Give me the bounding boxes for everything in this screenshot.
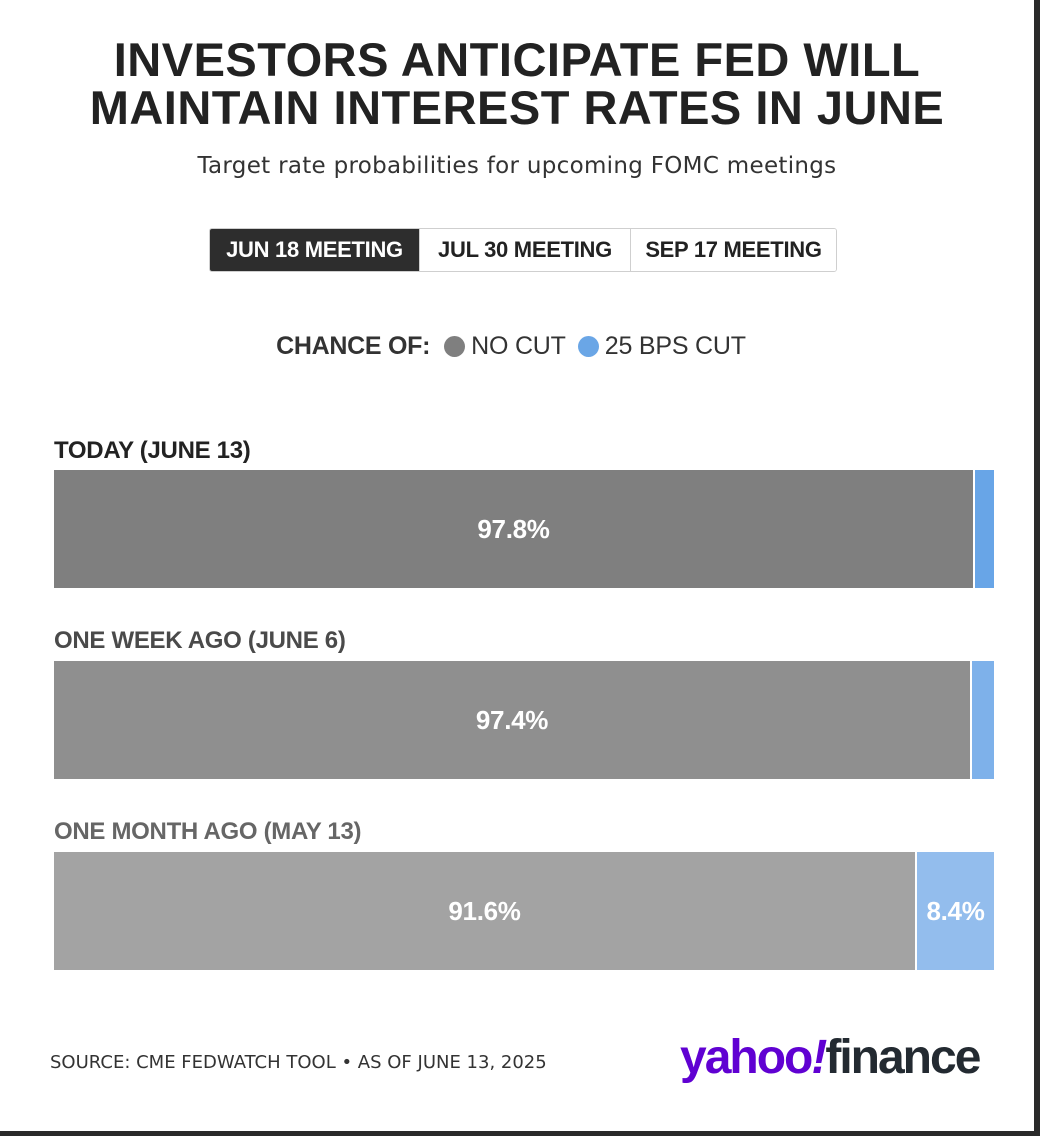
legend-label-no-cut: NO CUT: [471, 332, 566, 360]
bar-label-one-week-ago: ONE WEEK AGO (JUNE 6): [54, 627, 346, 654]
legend-item-no-cut: NO CUT: [444, 332, 566, 361]
logo-bang-mark: !: [811, 1031, 827, 1084]
legend-title: CHANCE OF:: [276, 332, 431, 360]
source-note: SOURCE: CME FEDWATCH TOOL • AS OF JUNE 1…: [50, 1052, 547, 1073]
logo-yahoo-text: yahoo: [680, 1031, 813, 1084]
logo-finance-text: finance: [825, 1031, 981, 1084]
bar-row-one-month-ago: 91.6% 8.4%: [54, 852, 994, 970]
bar-label-one-month-ago: ONE MONTH AGO (MAY 13): [54, 818, 362, 845]
legend: CHANCE OF: NO CUT 25 BPS CUT: [0, 332, 1034, 361]
chart-subtitle: Target rate probabilities for upcoming F…: [197, 153, 837, 179]
data-label-no-cut-today: 97.8%: [477, 513, 550, 544]
chart-title: INVESTORS ANTICIPATE FED WILL MAINTAIN I…: [0, 36, 1034, 132]
bar-segment-no-cut-today: 97.8%: [54, 470, 973, 588]
title-line-2: MAINTAIN INTEREST RATES IN JUNE: [89, 81, 945, 134]
bar-segment-no-cut-one-month-ago: 91.6%: [54, 852, 915, 970]
data-label-no-cut-one-month-ago: 91.6%: [448, 895, 521, 926]
tab-jun-18-meeting[interactable]: JUN 18 MEETING: [210, 229, 419, 271]
bar-segment-25-bps-cut-one-week-ago: [970, 661, 994, 779]
legend-swatch-25-bps-cut: [577, 336, 599, 357]
bar-row-today: 97.8%: [54, 470, 994, 588]
meeting-tabs: JUN 18 MEETING JUL 30 MEETING SEP 17 MEE…: [209, 228, 837, 272]
data-label-25-bps-cut-one-month-ago: 8.4%: [926, 895, 985, 926]
bar-label-today: TODAY (JUNE 13): [54, 437, 251, 464]
bar-row-one-week-ago: 97.4%: [54, 661, 994, 779]
bar-segment-25-bps-cut-one-month-ago: 8.4%: [915, 852, 994, 970]
bar-segment-25-bps-cut-today: [973, 470, 994, 588]
legend-swatch-no-cut: [444, 336, 466, 357]
tab-sep-17-meeting[interactable]: SEP 17 MEETING: [630, 229, 836, 271]
legend-item-25-bps-cut: 25 BPS CUT: [577, 332, 746, 361]
tab-jul-30-meeting[interactable]: JUL 30 MEETING: [419, 229, 630, 271]
bar-segment-no-cut-one-week-ago: 97.4%: [54, 661, 970, 779]
data-label-no-cut-one-week-ago: 97.4%: [475, 704, 549, 735]
yahoo-finance-logo: yahoo!finance: [680, 1030, 981, 1085]
legend-label-25-bps-cut: 25 BPS CUT: [604, 332, 746, 360]
title-line-1: INVESTORS ANTICIPATE FED WILL: [113, 33, 921, 86]
